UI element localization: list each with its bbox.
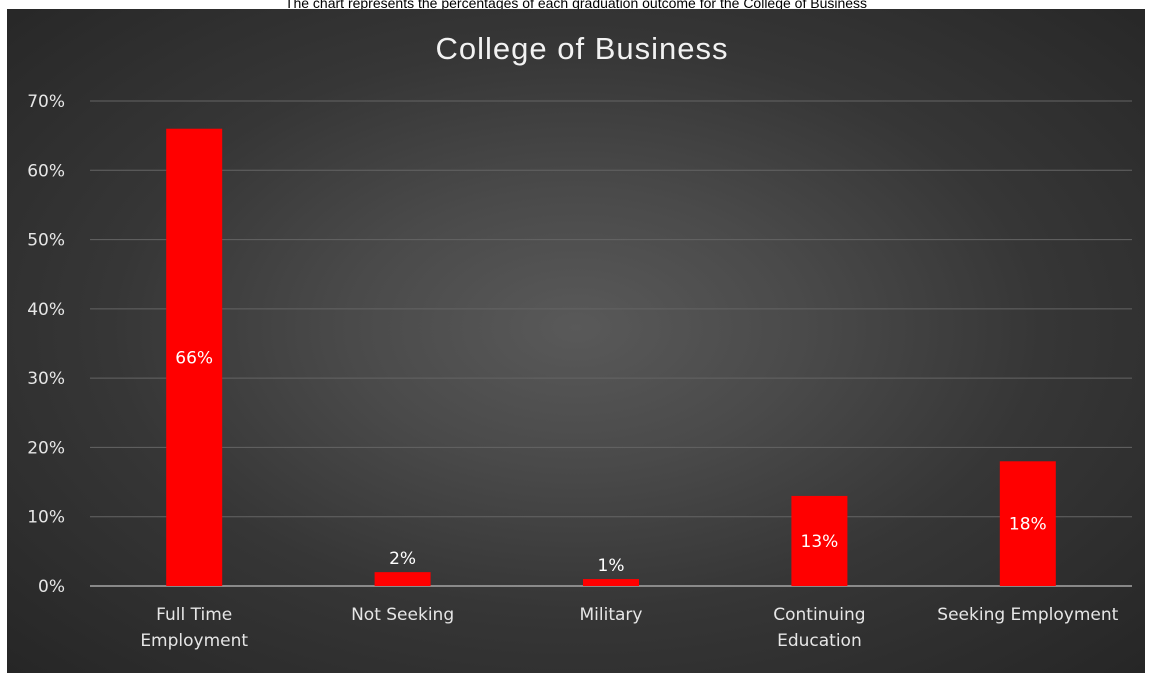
- data-label: 1%: [598, 556, 625, 576]
- x-axis-ticks: Full Time Employment Not Seeking Military Co…: [140, 605, 1118, 651]
- y-tick-label: 10%: [27, 508, 65, 528]
- x-tick-label: Full Time Employment: [140, 605, 248, 651]
- bar: [374, 572, 431, 586]
- chart-caption: The chart represents the percentages of …: [284, 0, 868, 11]
- bar: [999, 461, 1056, 586]
- data-label: 66%: [175, 348, 213, 368]
- gridlines: [90, 100, 1132, 587]
- y-tick-label: 70%: [27, 92, 65, 112]
- y-tick-label: 30%: [27, 369, 65, 389]
- y-tick-label: 40%: [27, 300, 65, 320]
- y-tick-label: 0%: [38, 577, 65, 597]
- y-tick-label: 60%: [27, 161, 65, 181]
- x-tick-label: Seeking Employment: [937, 605, 1118, 625]
- y-axis-ticks: 0% 10% 20% 30% 40% 50% 60% 70%: [27, 92, 65, 597]
- data-label: 13%: [801, 532, 839, 552]
- data-label: 18%: [1009, 515, 1047, 535]
- chart-title: College of Business: [436, 31, 729, 66]
- bar-chart: College of Business 0% 10% 20% 30% 40% 50% 60%…: [27, 31, 1132, 651]
- x-tick-label: Continuing Education: [773, 605, 865, 651]
- y-tick-label: 50%: [27, 231, 65, 251]
- data-labels: 66% 2% 1% 13% 18%: [175, 348, 1046, 576]
- chart-panel: College of Business 0% 10% 20% 30% 40% 50% 60%…: [7, 9, 1145, 673]
- bar: [166, 128, 223, 586]
- bar: [791, 495, 848, 586]
- y-tick-label: 20%: [27, 438, 65, 458]
- data-label: 2%: [389, 549, 416, 569]
- bars: [166, 128, 1056, 586]
- x-tick-label: Not Seeking: [351, 605, 454, 625]
- bar: [583, 579, 639, 586]
- x-tick-label: Military: [580, 605, 643, 625]
